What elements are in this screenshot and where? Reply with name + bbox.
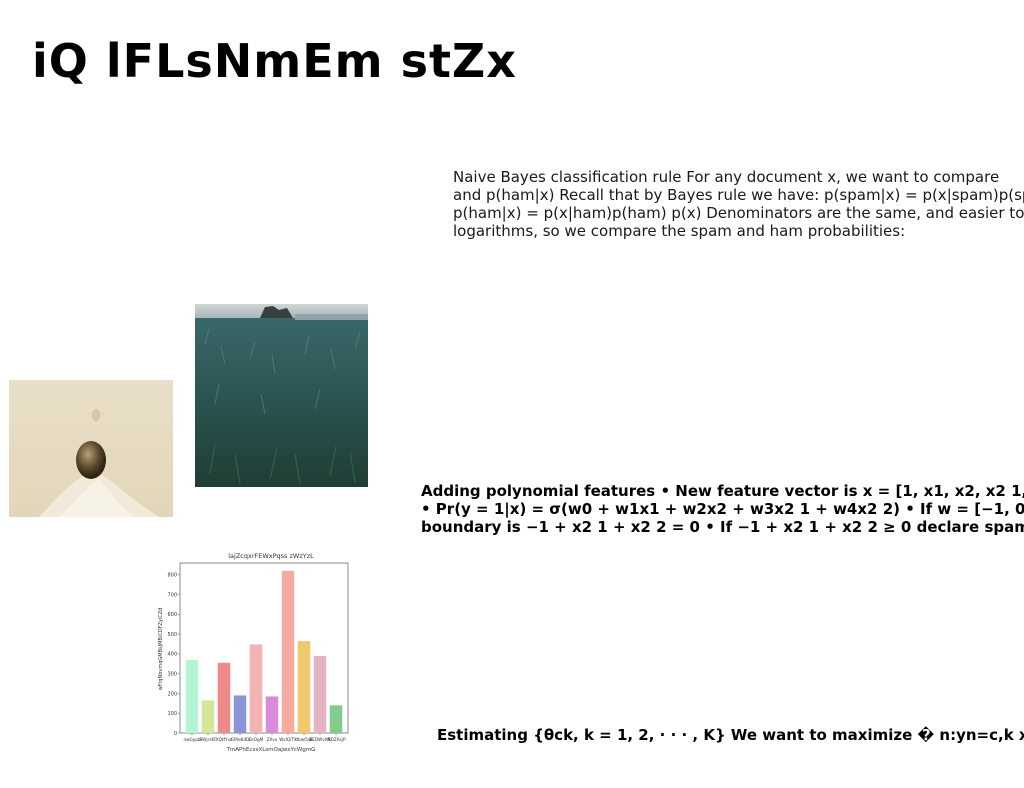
chart-bar xyxy=(201,700,215,733)
y-tick-label: 500 xyxy=(167,632,177,638)
chart-bar xyxy=(249,644,263,733)
y-tick-label: 0 xyxy=(174,731,177,737)
chart-bar xyxy=(281,570,295,733)
chart-bar xyxy=(297,641,311,733)
chart-bar xyxy=(265,696,279,733)
egg-photo xyxy=(9,380,173,517)
text-line: logarithms, so we compare the spam and h… xyxy=(453,222,906,240)
polynomial-features-text: Adding polynomial features • New feature… xyxy=(421,482,1024,536)
x-tick-label: ZXvu xyxy=(267,737,278,742)
text-line: Naive Bayes classification rule For any … xyxy=(453,168,1000,186)
y-tick-label: 300 xyxy=(167,671,177,677)
chart-bar xyxy=(313,655,327,733)
text-line: and p(ham|x) Recall that by Bayes rule w… xyxy=(453,186,1024,204)
chart-bar xyxy=(233,695,247,733)
x-tick-label: EkOgM xyxy=(249,737,264,742)
y-tick-label: 200 xyxy=(167,691,177,697)
y-tick-label: 400 xyxy=(167,652,177,658)
chart-bar xyxy=(329,705,343,733)
x-tick-label: XQtfYvz xyxy=(216,737,233,742)
x-tick-label: WsIQiTX xyxy=(279,737,297,742)
bar-chart: lajZcqxrFEWxPqss zWzYzL TmAPhEcxsXLsmOaj… xyxy=(150,545,360,755)
chart-bar xyxy=(185,659,199,733)
slide-title: iQ lFLsNmEm stZx xyxy=(32,34,517,88)
text-line: boundary is −1 + x2 1 + x2 2 = 0 • If −1… xyxy=(421,518,1024,536)
x-tick-label: BEDWvhN xyxy=(309,737,330,742)
chart-bar xyxy=(217,662,231,733)
y-tick-label: 800 xyxy=(167,573,177,579)
y-tick-label: 600 xyxy=(167,612,177,618)
x-tick-label: nwGypb xyxy=(183,737,200,742)
x-tick-label: BWjrsKF xyxy=(199,737,217,742)
chart-x-axis-label: TmAPhEcxsXLsmOajwxYcWgmG xyxy=(226,747,316,753)
chart-plot-frame xyxy=(179,562,349,734)
estimating-text: Estimating {θck, k = 1, 2, · · · , K} We… xyxy=(437,726,1024,744)
bar-chart-svg: lajZcqxrFEWxPqss zWzYzL TmAPhEcxsXLsmOaj… xyxy=(158,552,349,753)
x-tick-label: GfAeKdD xyxy=(231,737,250,742)
chart-title: lajZcqxrFEWxPqss zWzYzL xyxy=(228,552,314,560)
text-line: • Pr(y = 1|x) = σ(w0 + w1x1 + w2x2 + w3x… xyxy=(421,500,1024,518)
y-tick-label: 700 xyxy=(167,592,177,598)
x-tick-label: dbwOaE xyxy=(295,737,313,742)
text-line: p(ham|x) = p(x|ham)p(ham) p(x) Denominat… xyxy=(453,204,1024,222)
grass-field-photo xyxy=(195,304,368,487)
text-line: Adding polynomial features • New feature… xyxy=(421,482,1024,500)
chart-y-axis-label: wFrqNbvmqGMBsJMBiCDFZyiCZd xyxy=(158,608,164,691)
x-tick-label: IRDZAsjP xyxy=(327,737,346,742)
naive-bayes-text: Naive Bayes classification rule For any … xyxy=(453,168,1024,240)
y-tick-label: 100 xyxy=(167,711,177,717)
